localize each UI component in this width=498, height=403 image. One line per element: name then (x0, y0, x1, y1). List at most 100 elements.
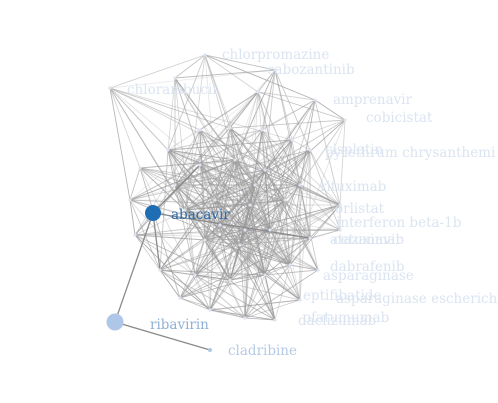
graph-edge (244, 184, 256, 231)
graph-node[interactable] (138, 166, 142, 170)
graph-node[interactable] (178, 296, 182, 300)
graph-edge (184, 209, 231, 281)
graph-edge (264, 274, 301, 301)
graph-node[interactable] (263, 273, 267, 277)
graph-edge (204, 54, 316, 101)
graph-node[interactable] (218, 223, 222, 227)
graph-node[interactable] (338, 228, 342, 232)
graph-edge (254, 184, 341, 206)
graph-edge (174, 91, 259, 186)
node-abacavir[interactable] (145, 205, 161, 221)
graph-node[interactable] (238, 243, 242, 247)
graph-edge (134, 234, 196, 276)
graph-edge (159, 269, 181, 299)
graph-node[interactable] (316, 268, 320, 272)
graph-node[interactable] (233, 158, 237, 162)
graph-node[interactable] (193, 273, 197, 277)
graph-edge (167, 149, 266, 171)
graph-edge (109, 87, 141, 169)
graph-edge (109, 87, 251, 206)
graph-node[interactable] (133, 233, 137, 237)
graph-highlight-nodes (106, 205, 212, 352)
graph-edge (239, 229, 246, 246)
graph-edge (269, 199, 286, 231)
graph-node[interactable] (158, 268, 162, 272)
graph-edge (167, 149, 176, 186)
graph-node[interactable] (268, 228, 272, 232)
graph-edge (194, 127, 231, 276)
graph-edge (194, 274, 231, 281)
graph-node[interactable] (290, 138, 294, 142)
graph-node[interactable] (198, 128, 202, 132)
graph-node[interactable] (203, 238, 207, 242)
node-label-asparaginase-escherichia: asparaginase escherichia (336, 291, 498, 307)
graph-edge (199, 164, 266, 276)
graph-node[interactable] (308, 148, 312, 152)
graph-node[interactable] (283, 198, 287, 202)
graph-edge (257, 69, 276, 93)
graph-node[interactable] (128, 198, 132, 202)
graph-edge (209, 229, 271, 311)
graph-node[interactable] (273, 318, 277, 322)
node-label-cisplatin: cisplatin (325, 142, 384, 158)
graph-edge (184, 209, 241, 246)
graph-edge (184, 184, 256, 211)
graph-edge (254, 169, 266, 186)
graph-node[interactable] (183, 208, 187, 212)
graph-node[interactable] (260, 128, 264, 132)
graph-edge (204, 204, 251, 241)
graph-edge (179, 279, 231, 299)
graph-edge (214, 199, 301, 301)
graph-node[interactable] (243, 228, 247, 232)
graph-node[interactable] (298, 298, 302, 302)
graph-edge (159, 149, 169, 271)
graph-node[interactable] (208, 308, 212, 312)
graph-node[interactable] (213, 198, 217, 202)
graph-node[interactable] (228, 126, 232, 130)
graph-edge (264, 169, 286, 201)
graph-edge (174, 129, 201, 186)
graph-edge (229, 264, 291, 281)
node-label-cladribine: cladribine (228, 343, 297, 359)
graph-node[interactable] (108, 86, 112, 90)
graph-edge (274, 69, 311, 151)
graph-node[interactable] (243, 316, 247, 320)
graph-node[interactable] (313, 98, 317, 102)
graph-edge (174, 184, 196, 276)
node-ribavirin[interactable] (106, 313, 124, 331)
graph-edge (264, 229, 271, 276)
graph-node[interactable] (288, 263, 292, 267)
graph-edge (284, 199, 291, 266)
graph-node[interactable] (308, 236, 312, 240)
graph-node[interactable] (343, 118, 347, 122)
graph-edge (134, 234, 311, 239)
graph-node[interactable] (203, 53, 207, 57)
graph-node[interactable] (253, 183, 257, 187)
graph-edge (219, 224, 241, 246)
graph-edge (194, 274, 246, 319)
graph-node[interactable] (248, 203, 252, 207)
node-cladribine[interactable] (208, 348, 212, 352)
graph-edge (257, 91, 286, 201)
graph-node[interactable] (166, 148, 170, 152)
graph-edge (219, 224, 266, 276)
graph-node[interactable] (198, 163, 202, 167)
graph-node[interactable] (298, 183, 302, 187)
graph-edge (289, 264, 319, 271)
graph-edge (174, 184, 231, 281)
graph-node[interactable] (263, 168, 267, 172)
graph-node[interactable] (173, 76, 177, 80)
graph-node[interactable] (338, 203, 342, 207)
graph-edge (314, 99, 341, 206)
graph-edge (214, 184, 256, 201)
graph-node[interactable] (256, 90, 260, 94)
graph-edge (339, 119, 346, 206)
graph-node[interactable] (228, 278, 232, 282)
graph-edge (109, 87, 201, 131)
graph-node[interactable] (173, 183, 177, 187)
graph-edge (174, 69, 276, 79)
graph-node[interactable] (273, 68, 277, 72)
graph-edge (254, 184, 286, 201)
